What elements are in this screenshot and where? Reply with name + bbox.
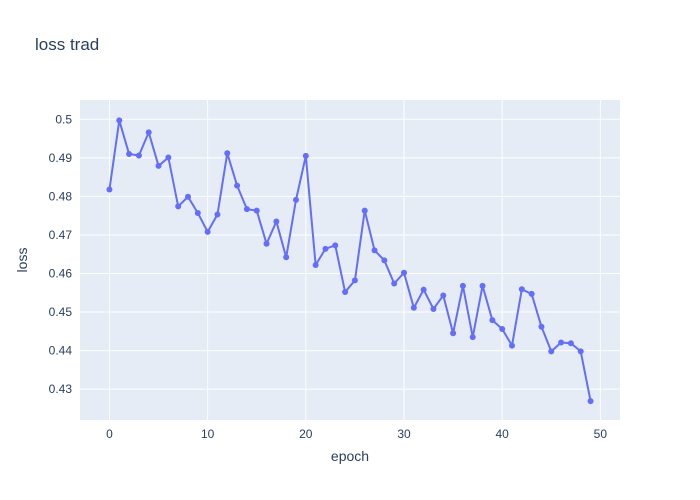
data-point [371,247,378,254]
data-point [322,245,329,252]
x-tick-labels: 0 10 20 30 40 50 [106,427,607,441]
data-point [165,154,172,161]
data-point [548,348,555,355]
data-point [577,348,584,355]
x-tick-label: 40 [496,427,510,441]
data-point [145,129,152,136]
data-point [469,334,476,341]
data-point [243,206,250,213]
y-tick-label: 0.47 [49,228,73,242]
y-tick-label: 0.43 [49,382,73,396]
data-point [126,150,133,157]
data-point [558,339,565,346]
y-axis-title: loss [14,248,30,273]
data-point [518,286,525,293]
data-point [587,398,594,405]
loss-series-line [108,120,592,402]
data-point [430,305,437,312]
data-point [155,162,162,169]
x-tick-label: 30 [397,427,411,441]
data-point [567,340,574,347]
data-point [185,193,191,200]
x-tick-label: 20 [299,427,313,441]
data-point [253,207,260,214]
data-point [194,209,201,216]
data-point [283,254,290,261]
data-point [224,150,231,157]
data-point [391,280,398,287]
data-point [401,269,407,276]
data-point [381,257,388,264]
y-tick-label: 0.49 [49,151,73,165]
data-point [175,203,182,210]
data-point [420,286,427,293]
data-point [509,342,515,349]
data-point [302,152,309,159]
data-point [499,326,506,333]
data-point [234,182,241,189]
data-point [273,218,280,225]
data-point [489,317,496,324]
plot-area [80,100,620,420]
data-point [106,186,113,193]
y-tick-label: 0.5 [55,112,72,126]
y-gridlines [80,118,620,390]
data-point [479,282,486,289]
data-point [214,211,221,218]
x-tick-label: 0 [106,427,113,441]
x-tick-label: 10 [201,427,215,441]
data-point [204,228,211,235]
data-point [263,240,270,247]
data-point [528,290,535,297]
y-tick-label: 0.44 [49,344,73,358]
data-point [440,292,447,299]
data-point [450,330,457,337]
data-point [135,152,142,159]
y-tick-labels: 0.43 0.44 0.45 0.46 0.47 0.48 0.49 0.5 [49,112,73,396]
y-tick-label: 0.46 [49,266,73,280]
data-point [293,196,299,203]
data-point [459,282,466,289]
data-point [342,289,349,295]
x-tick-label: 50 [594,427,608,441]
data-point [351,277,358,284]
data-point [312,262,319,269]
data-point [538,323,545,330]
data-point [410,304,417,311]
data-point [361,207,368,214]
y-tick-label: 0.45 [49,305,73,319]
data-point [332,242,339,249]
y-tick-label: 0.48 [49,189,73,203]
chart-title: loss trad [35,35,99,54]
x-axis-title: epoch [331,448,369,464]
loss-series-points [106,117,594,405]
data-point [116,117,123,124]
